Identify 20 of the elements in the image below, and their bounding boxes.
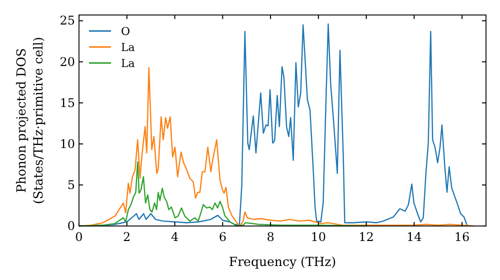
y-axis-title: Phonon projected DOS (States/THz·primitive cell): [14, 36, 46, 204]
y-tick-label: 5: [67, 178, 75, 192]
line-series: [78, 66, 475, 227]
x-tick-label: 4: [170, 230, 179, 244]
y-tick-label: 25: [60, 14, 75, 28]
x-tick-label: 14: [406, 230, 422, 244]
y-tick-label: 10: [60, 136, 75, 151]
x-tick-label: 10: [310, 230, 326, 244]
legend-label: O: [121, 25, 130, 38]
legend-label: La: [121, 57, 136, 70]
x-tick-label: 2: [123, 230, 131, 244]
x-axis-title: Frequency (THz): [228, 254, 336, 269]
y-tick-label: 15: [60, 96, 75, 110]
y-tick-label: 0: [67, 219, 75, 233]
x-tick-label: 16: [454, 230, 470, 244]
y-tick-label: 20: [60, 54, 75, 69]
legend-label: La: [121, 41, 136, 54]
x-tick-label: 6: [218, 230, 226, 244]
x-tick-label: 8: [266, 230, 274, 244]
x-tick-label: 12: [358, 230, 374, 244]
